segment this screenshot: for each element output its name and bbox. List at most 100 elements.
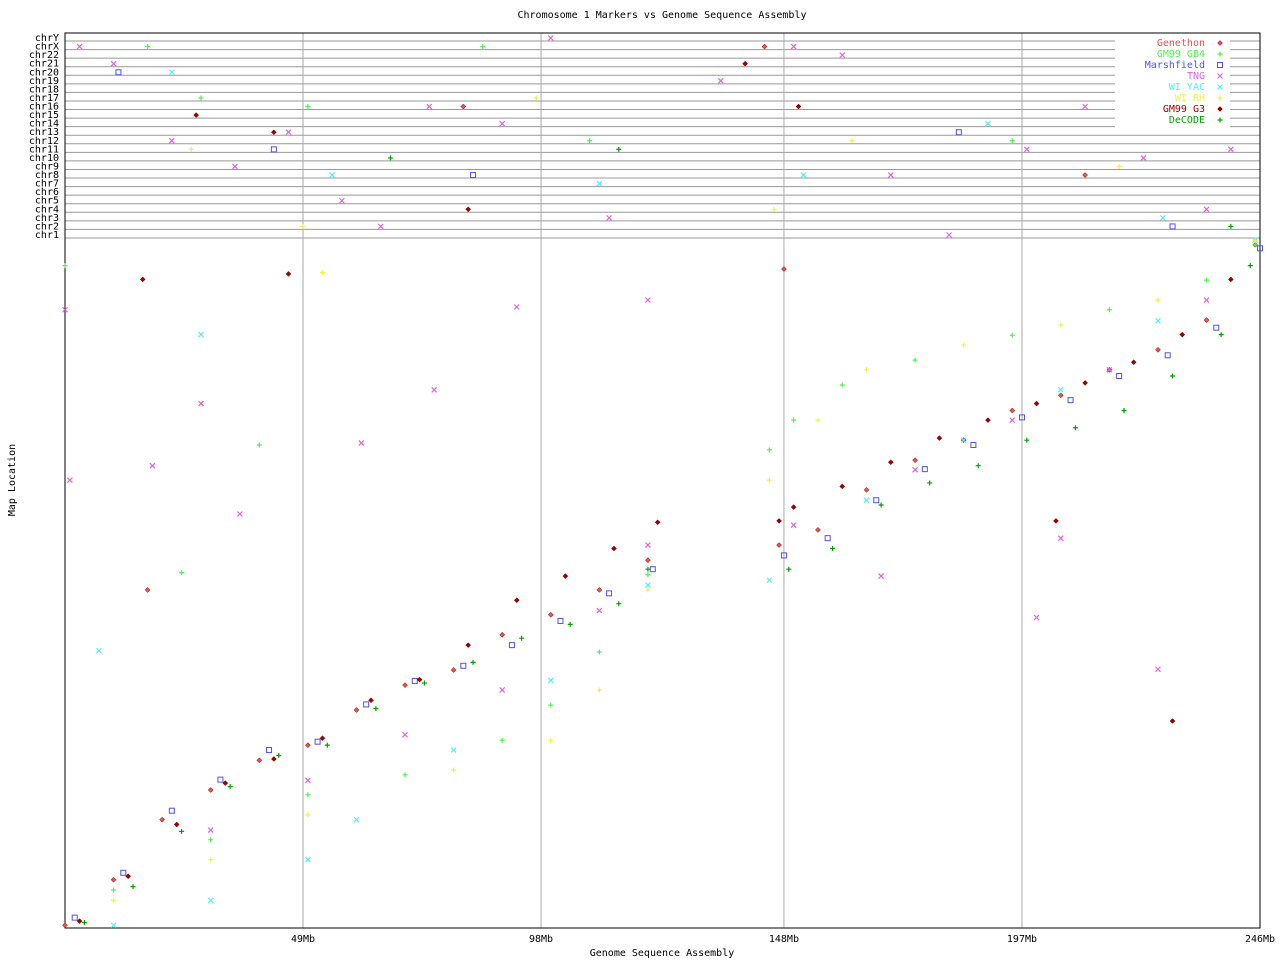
chromosome-label: chr13 — [29, 127, 59, 138]
legend-label: GM99 GB4 — [1157, 49, 1205, 60]
marker-x — [450, 747, 457, 753]
marker-plus — [179, 570, 185, 576]
marker-x — [863, 497, 870, 504]
marker-x — [800, 172, 807, 178]
marker-diamond — [305, 742, 311, 749]
marker-square — [1164, 352, 1171, 359]
marker-diamond — [1009, 407, 1016, 414]
marker-plus — [791, 417, 797, 423]
marker-x — [285, 129, 292, 136]
marker-x — [76, 43, 83, 50]
marker-x — [1057, 535, 1064, 542]
marker-square — [71, 914, 78, 921]
chromosome-label: chr12 — [29, 136, 59, 147]
marker-plus — [1247, 263, 1253, 269]
marker-plus — [451, 767, 457, 773]
marker-plus — [198, 95, 204, 101]
marker-plus — [975, 463, 981, 469]
chromosome-label: chr16 — [29, 102, 59, 113]
marker-plus — [480, 44, 486, 50]
marker-x — [304, 777, 311, 784]
marker-diamond — [271, 129, 277, 136]
marker-x — [1033, 614, 1040, 621]
marker-x — [1082, 103, 1089, 110]
legend-marker — [1217, 106, 1223, 112]
marker-plus — [645, 572, 651, 578]
marker-x — [207, 897, 214, 904]
chromosome-label: chr2 — [35, 221, 59, 232]
chromosome-label: chr22 — [29, 50, 59, 61]
marker-diamond — [1169, 718, 1176, 724]
marker-x — [110, 60, 117, 67]
marker-plus — [1009, 332, 1015, 338]
marker-square — [470, 172, 477, 179]
marker-x — [358, 440, 365, 446]
x-tick-label: 197Mb — [1007, 934, 1037, 945]
marker-square — [1257, 245, 1263, 252]
legend-marker — [1217, 95, 1223, 101]
marker-square — [411, 677, 418, 684]
legend-marker — [1217, 73, 1223, 79]
marker-plus — [305, 812, 311, 818]
marker-x — [1227, 146, 1234, 153]
marker-x — [232, 163, 238, 170]
marker-x — [1159, 214, 1166, 221]
marker-diamond — [144, 587, 151, 593]
marker-plus — [786, 566, 792, 572]
marker-diamond — [256, 757, 263, 764]
marker-diamond — [985, 417, 991, 424]
marker-diamond — [781, 266, 787, 272]
marker-plus — [616, 146, 622, 152]
legend-label: Marshfield — [1145, 60, 1205, 71]
marker-diamond — [368, 697, 374, 704]
marker-diamond — [912, 457, 918, 464]
marker-x — [207, 827, 214, 833]
marker-plus — [81, 919, 87, 925]
marker-plus — [1204, 277, 1210, 283]
marker-diamond — [596, 587, 603, 593]
marker-square — [508, 642, 515, 649]
marker-x — [912, 466, 919, 473]
marker-plus — [567, 621, 573, 627]
marker-plus — [878, 502, 884, 508]
marker-diamond — [1082, 172, 1088, 178]
marker-plus — [645, 587, 651, 593]
marker-square — [460, 662, 467, 669]
marker-square — [557, 617, 564, 624]
marker-diamond — [562, 573, 569, 579]
marker-x — [198, 331, 204, 338]
legend-label: WI YAC — [1169, 82, 1205, 93]
legend-label: DeCODE — [1169, 115, 1205, 126]
marker-plus — [470, 659, 476, 665]
marker-square — [266, 746, 273, 753]
marker-diamond — [887, 459, 894, 466]
marker-x — [717, 77, 724, 84]
marker-plus — [1106, 307, 1112, 313]
marker-plus — [421, 680, 427, 686]
chart-title: Chromosome 1 Markers vs Genome Sequence … — [518, 10, 807, 21]
marker-plus — [766, 447, 772, 453]
marker-plus — [927, 480, 933, 486]
marker-diamond — [936, 435, 943, 441]
marker-x — [426, 103, 433, 110]
marker-plus — [188, 146, 194, 152]
legend-marker — [1217, 62, 1223, 68]
marker-plus — [324, 742, 330, 748]
marker-diamond — [173, 821, 180, 828]
marker-plus — [1072, 425, 1078, 431]
legend-label: Genethon — [1157, 38, 1205, 49]
marker-plus — [830, 546, 836, 551]
chromosome-label: chr18 — [29, 84, 59, 95]
chromosome-label: chrX — [35, 42, 59, 53]
marker-x — [645, 297, 651, 304]
legend-label: GM99 G3 — [1163, 104, 1205, 115]
marker-square — [1116, 373, 1123, 379]
marker-square — [217, 776, 224, 783]
y-axis-label: Map Location — [7, 444, 18, 516]
marker-diamond — [1227, 276, 1234, 283]
marker-square — [270, 146, 277, 153]
marker-diamond — [353, 707, 360, 713]
legend-box — [1115, 36, 1230, 130]
marker-plus — [1121, 408, 1127, 413]
